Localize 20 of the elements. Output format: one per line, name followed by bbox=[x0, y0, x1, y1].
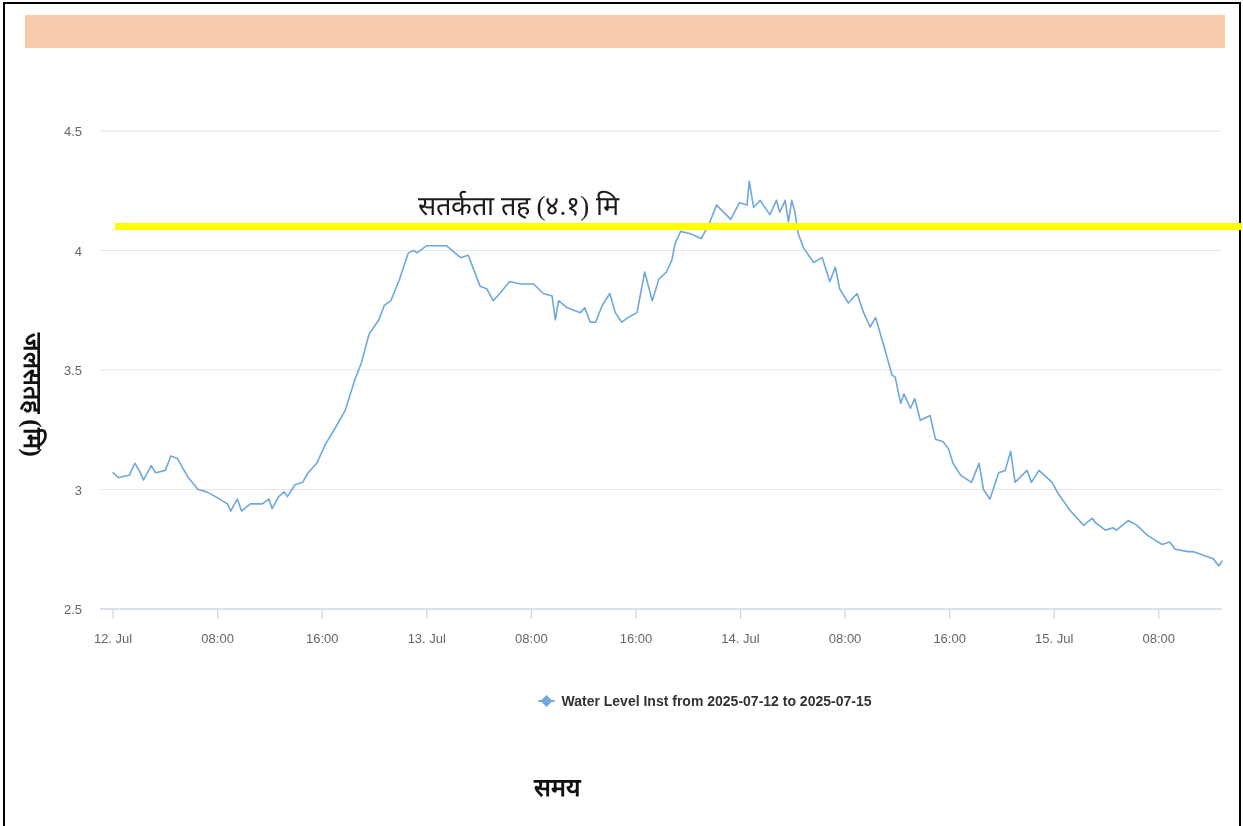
x-tick-label: 16:00 bbox=[305, 631, 339, 646]
x-tick-label: 08:00 bbox=[828, 631, 862, 646]
legend-label: Water Level Inst from 2025-07-12 to 2025-07-15 bbox=[561, 693, 872, 709]
y-axis-title: जलसतह (मि) bbox=[19, 333, 46, 457]
x-tick-label: 08:00 bbox=[515, 631, 548, 646]
x-tick-label: 08:00 bbox=[1142, 631, 1176, 646]
y-tick-label: 3.5 bbox=[63, 363, 82, 378]
x-tick-label: 08:00 bbox=[201, 631, 234, 646]
y-tick-label: 4 bbox=[74, 243, 82, 259]
x-tick-label: 16:00 bbox=[933, 631, 966, 646]
x-tick-label: 15. Jul bbox=[1035, 631, 1074, 646]
annotation: समय bbox=[533, 774, 581, 801]
y-tick-label: 4.5 bbox=[63, 124, 82, 139]
x-tick-label: 14. Jul bbox=[721, 631, 760, 646]
y-tick-label: 3 bbox=[74, 482, 82, 498]
x-tick-label: 12. Jul bbox=[93, 631, 133, 646]
y-tick-label: 2.5 bbox=[63, 602, 82, 617]
x-tick-label: 13. Jul bbox=[407, 631, 446, 646]
ref-line-label: सतर्कता तह (४.१) मि bbox=[418, 190, 619, 221]
x-tick-label: 16:00 bbox=[619, 631, 653, 646]
